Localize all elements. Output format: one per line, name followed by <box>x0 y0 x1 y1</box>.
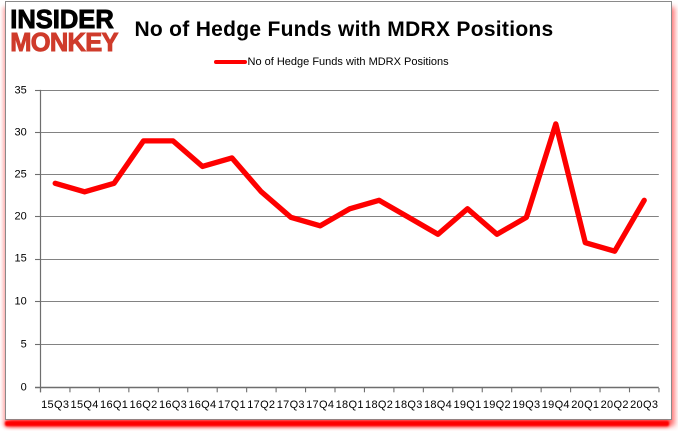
svg-text:19Q3: 19Q3 <box>512 399 540 411</box>
svg-text:17Q2: 17Q2 <box>247 399 275 411</box>
svg-text:16Q1: 16Q1 <box>100 399 128 411</box>
svg-text:5: 5 <box>21 338 27 350</box>
svg-text:35: 35 <box>15 84 27 96</box>
svg-text:15Q4: 15Q4 <box>71 399 99 411</box>
svg-text:15Q3: 15Q3 <box>41 399 69 411</box>
svg-text:25: 25 <box>15 168 27 180</box>
svg-text:18Q3: 18Q3 <box>395 399 423 411</box>
svg-text:18Q1: 18Q1 <box>336 399 364 411</box>
svg-text:16Q3: 16Q3 <box>159 399 187 411</box>
svg-text:30: 30 <box>15 126 27 138</box>
svg-text:17Q3: 17Q3 <box>277 399 305 411</box>
svg-text:18Q2: 18Q2 <box>365 399 393 411</box>
svg-text:20Q2: 20Q2 <box>601 399 629 411</box>
svg-text:17Q4: 17Q4 <box>306 399 334 411</box>
svg-text:20: 20 <box>15 210 27 222</box>
svg-text:16Q4: 16Q4 <box>188 399 216 411</box>
svg-text:18Q4: 18Q4 <box>424 399 452 411</box>
svg-text:19Q1: 19Q1 <box>453 399 481 411</box>
svg-text:20Q1: 20Q1 <box>571 399 599 411</box>
svg-text:17Q1: 17Q1 <box>218 399 246 411</box>
svg-text:19Q4: 19Q4 <box>542 399 570 411</box>
svg-text:16Q2: 16Q2 <box>129 399 157 411</box>
svg-text:10: 10 <box>15 295 27 307</box>
svg-text:20Q3: 20Q3 <box>630 399 658 411</box>
svg-text:15: 15 <box>15 252 27 264</box>
svg-text:19Q2: 19Q2 <box>483 399 511 411</box>
svg-text:0: 0 <box>21 381 27 393</box>
